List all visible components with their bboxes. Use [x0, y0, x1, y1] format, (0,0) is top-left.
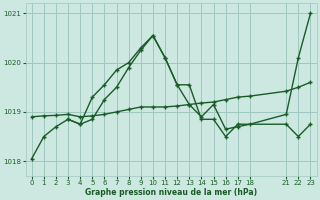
- X-axis label: Graphe pression niveau de la mer (hPa): Graphe pression niveau de la mer (hPa): [85, 188, 257, 197]
